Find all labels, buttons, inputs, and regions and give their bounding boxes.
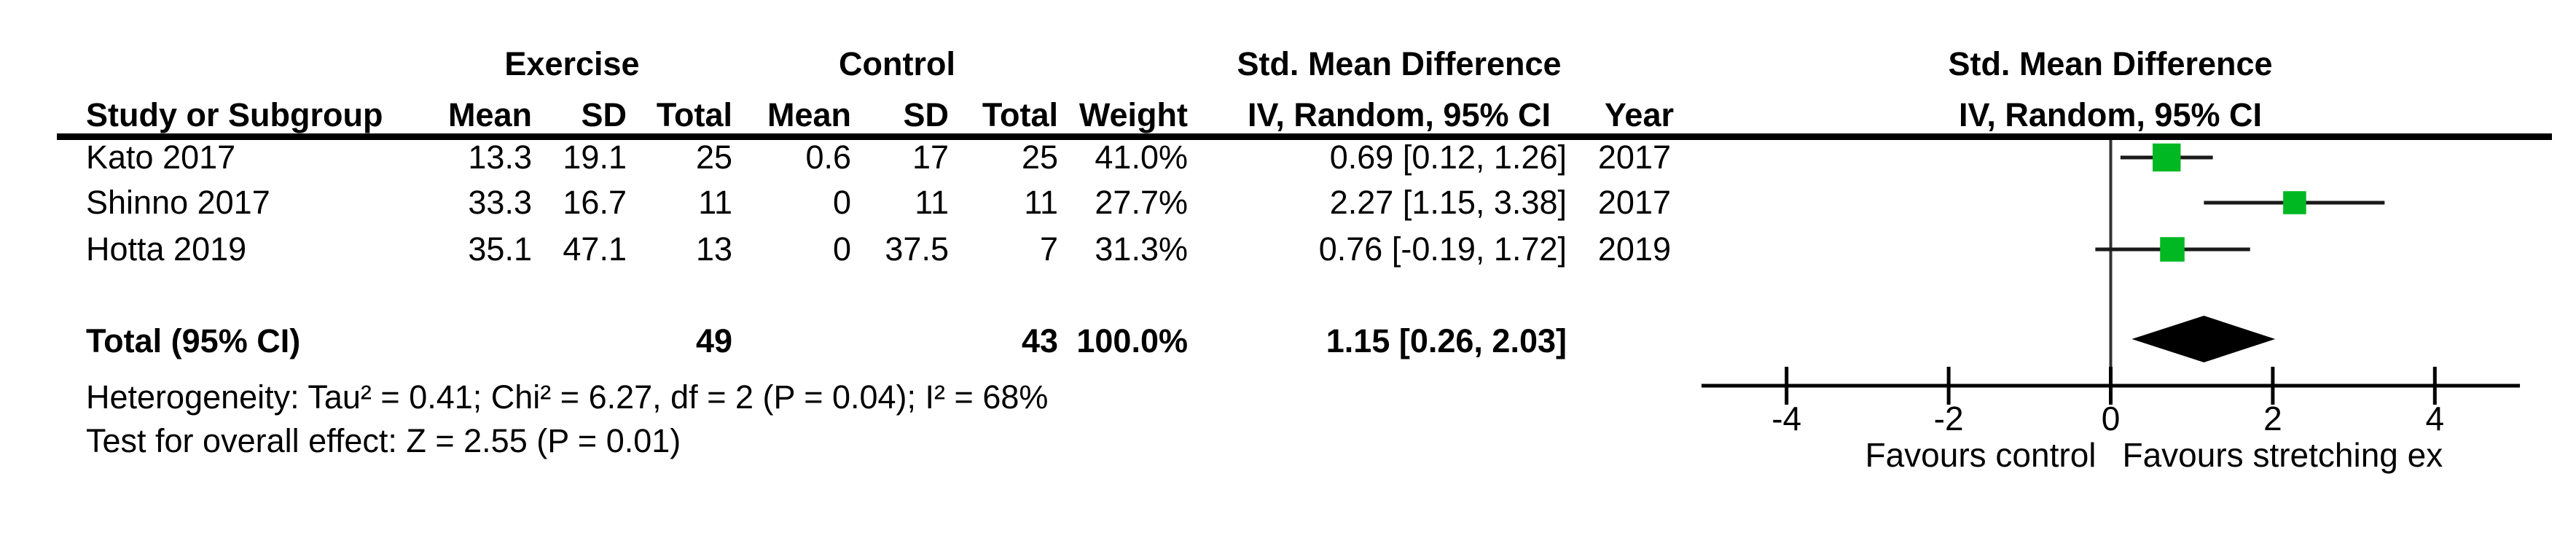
col-total2: Total [982,96,1058,133]
pooled-diamond [2131,316,2276,362]
header-rule [57,133,2552,140]
col-mean1: Mean [447,96,532,133]
mean2-value: 0.6 [805,139,851,176]
axis-tick-label: -4 [1772,400,1801,437]
total1-value: 13 [695,230,732,268]
col-study: Study or Subgroup [86,96,383,133]
study-name: Hotta 2019 [86,230,247,268]
mean2-value: 0 [832,184,851,221]
plot-title: Std. Mean Difference [1948,45,2273,82]
col-total1: Total [656,96,732,133]
heterogeneity-text: Heterogeneity: Tau² = 0.41; Chi² = 6.27,… [86,378,1049,416]
effect-col-title: Std. Mean Difference [1237,45,1562,82]
total1-value: 25 [695,139,732,176]
overall-effect-text: Test for overall effect: Z = 2.55 (P = 0… [86,422,681,459]
effect-square [2160,237,2185,262]
ci-value: 0.76 [-0.19, 1.72] [1318,230,1567,268]
effect-square [2283,191,2306,214]
sd2-value: 17 [912,139,949,176]
mean1-value: 13.3 [468,139,532,176]
weight-sum: 100.0% [1076,322,1188,359]
col-sd1: SD [581,96,627,133]
study-name: Kato 2017 [86,139,236,176]
header-columns-row: Study or Subgroup Mean SD Total Mean SD … [0,93,2576,138]
col-year: Year [1604,96,1674,133]
group2-header: Control [839,45,955,82]
total1-sum: 49 [695,322,732,359]
mean1-value: 35.1 [468,230,532,268]
sd2-value: 11 [915,184,949,221]
sd2-value: 37.5 [885,230,949,268]
col-mean2: Mean [767,96,851,133]
col-ci: IV, Random, 95% CI [1248,96,1551,133]
table-row: Shinno 2017 33.3 16.7 11 0 11 11 27.7% 2… [0,180,2576,225]
year-value: 2017 [1597,184,1671,221]
sd1-value: 19.1 [563,139,627,176]
ci-value: 2.27 [1.15, 3.38] [1329,184,1567,221]
year-value: 2017 [1597,139,1671,176]
weight-value: 27.7% [1095,184,1188,221]
ci-value: 0.69 [0.12, 1.26] [1329,139,1567,176]
weight-value: 31.3% [1095,230,1188,268]
total-label: Total (95% CI) [86,322,301,359]
total2-sum: 43 [1021,322,1058,359]
axis-tick-label: 2 [2263,400,2282,437]
favours-right-label: Favours stretching ex [2123,436,2443,474]
study-name: Shinno 2017 [86,184,270,221]
total2-value: 25 [1021,139,1058,176]
group1-header: Exercise [504,45,640,82]
heterogeneity-row: Heterogeneity: Tau² = 0.41; Chi² = 6.27,… [0,375,2576,420]
overall-effect-row: Test for overall effect: Z = 2.55 (P = 0… [0,419,2576,464]
mean1-value: 33.3 [468,184,532,221]
sd1-value: 47.1 [563,230,627,268]
mean2-value: 0 [832,230,851,268]
axis-tick-label: -2 [1934,400,1964,437]
axis-tick-label: 4 [2426,400,2445,437]
col-weight: Weight [1078,96,1188,133]
header-group-row: Exercise Control Std. Mean Difference St… [0,42,2576,87]
total-row: Total (95% CI) 49 43 100.0% 1.15 [0.26, … [0,319,2576,364]
table-row: Kato 2017 13.3 19.1 25 0.6 17 25 41.0% 0… [0,135,2576,180]
effect-square [2153,143,2181,172]
total2-value: 11 [1024,184,1058,221]
year-value: 2019 [1597,230,1671,268]
table-row: Hotta 2019 35.1 47.1 13 0 37.5 7 31.3% 0… [0,227,2576,272]
favours-left-label: Favours control [1865,436,2096,474]
axis-tick-label: 0 [2102,400,2121,437]
sd1-value: 16.7 [563,184,627,221]
col-sd2: SD [903,96,949,133]
pooled-ci-value: 1.15 [0.26, 2.03] [1326,322,1567,359]
weight-value: 41.0% [1095,139,1188,176]
total2-value: 7 [1039,230,1058,268]
total1-value: 11 [698,184,732,221]
plot-subtitle: IV, Random, 95% CI [1959,96,2262,133]
